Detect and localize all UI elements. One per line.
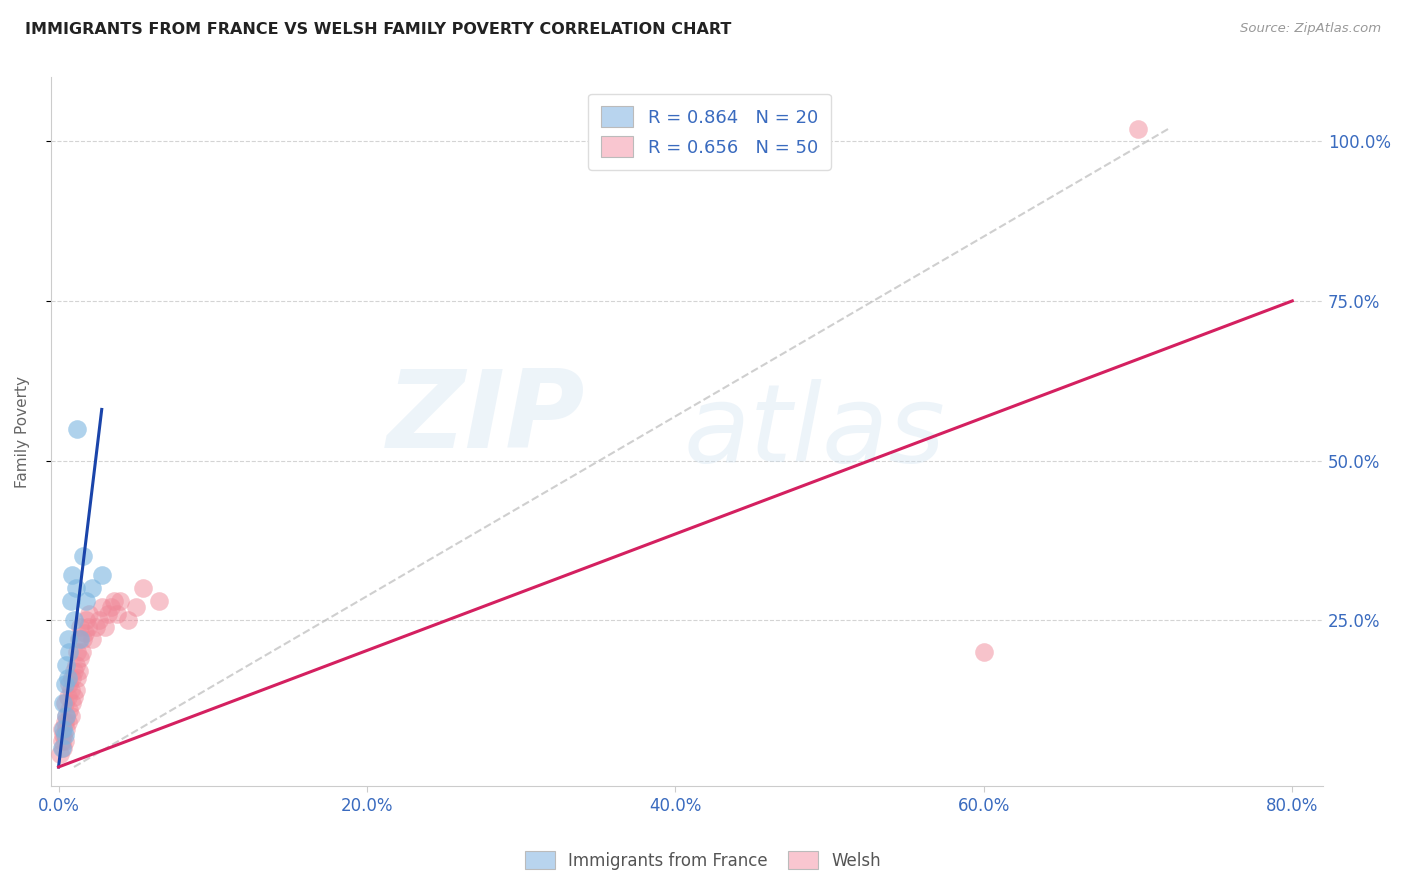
Point — [65, 657, 87, 672]
Point — [75, 594, 97, 608]
Point — [148, 594, 170, 608]
Point — [63, 664, 86, 678]
Point — [55, 709, 77, 723]
Point — [51, 734, 73, 748]
Point — [59, 683, 82, 698]
Text: IMMIGRANTS FROM FRANCE VS WELSH FAMILY POVERTY CORRELATION CHART: IMMIGRANTS FROM FRANCE VS WELSH FAMILY P… — [25, 22, 731, 37]
Point — [58, 677, 80, 691]
Point — [105, 607, 128, 621]
Point — [52, 740, 75, 755]
Point — [73, 626, 96, 640]
Point — [66, 671, 89, 685]
Point — [53, 696, 76, 710]
Point — [90, 568, 112, 582]
Point — [52, 728, 75, 742]
Point — [51, 722, 73, 736]
Point — [53, 715, 76, 730]
Point — [75, 613, 97, 627]
Point — [82, 581, 104, 595]
Point — [70, 645, 93, 659]
Point — [56, 715, 79, 730]
Point — [62, 671, 84, 685]
Legend: R = 0.864   N = 20, R = 0.656   N = 50: R = 0.864 N = 20, R = 0.656 N = 50 — [588, 94, 831, 169]
Point — [66, 421, 89, 435]
Point — [84, 619, 107, 633]
Point — [94, 619, 117, 633]
Point — [52, 696, 75, 710]
Point — [62, 696, 84, 710]
Point — [51, 740, 73, 755]
Text: ZIP: ZIP — [387, 365, 585, 471]
Point — [52, 722, 75, 736]
Point — [65, 683, 87, 698]
Point — [82, 632, 104, 647]
Point — [72, 549, 94, 564]
Point — [79, 607, 101, 621]
Point — [1126, 121, 1149, 136]
Point — [973, 645, 995, 659]
Point — [110, 594, 132, 608]
Point — [103, 594, 125, 608]
Y-axis label: Family Poverty: Family Poverty — [15, 376, 30, 488]
Point — [53, 734, 76, 748]
Point — [53, 728, 76, 742]
Point — [66, 645, 89, 659]
Point — [69, 632, 91, 647]
Point — [58, 702, 80, 716]
Legend: Immigrants from France, Welsh: Immigrants from France, Welsh — [519, 845, 887, 877]
Point — [72, 632, 94, 647]
Point — [59, 709, 82, 723]
Point — [62, 568, 84, 582]
Point — [69, 651, 91, 665]
Point — [67, 632, 90, 647]
Point — [132, 581, 155, 595]
Point — [63, 613, 86, 627]
Point — [56, 632, 79, 647]
Point — [55, 709, 77, 723]
Point — [100, 600, 122, 615]
Point — [124, 600, 146, 615]
Point — [49, 747, 72, 762]
Point — [65, 581, 87, 595]
Point — [63, 690, 86, 704]
Point — [58, 645, 80, 659]
Point — [90, 600, 112, 615]
Point — [55, 722, 77, 736]
Point — [67, 664, 90, 678]
Text: Source: ZipAtlas.com: Source: ZipAtlas.com — [1240, 22, 1381, 36]
Point — [59, 594, 82, 608]
Point — [56, 671, 79, 685]
Point — [55, 657, 77, 672]
Point — [69, 619, 91, 633]
Point — [87, 613, 110, 627]
Point — [117, 613, 139, 627]
Point — [53, 677, 76, 691]
Text: atlas: atlas — [683, 379, 945, 484]
Point — [97, 607, 120, 621]
Point — [76, 619, 98, 633]
Point — [56, 690, 79, 704]
